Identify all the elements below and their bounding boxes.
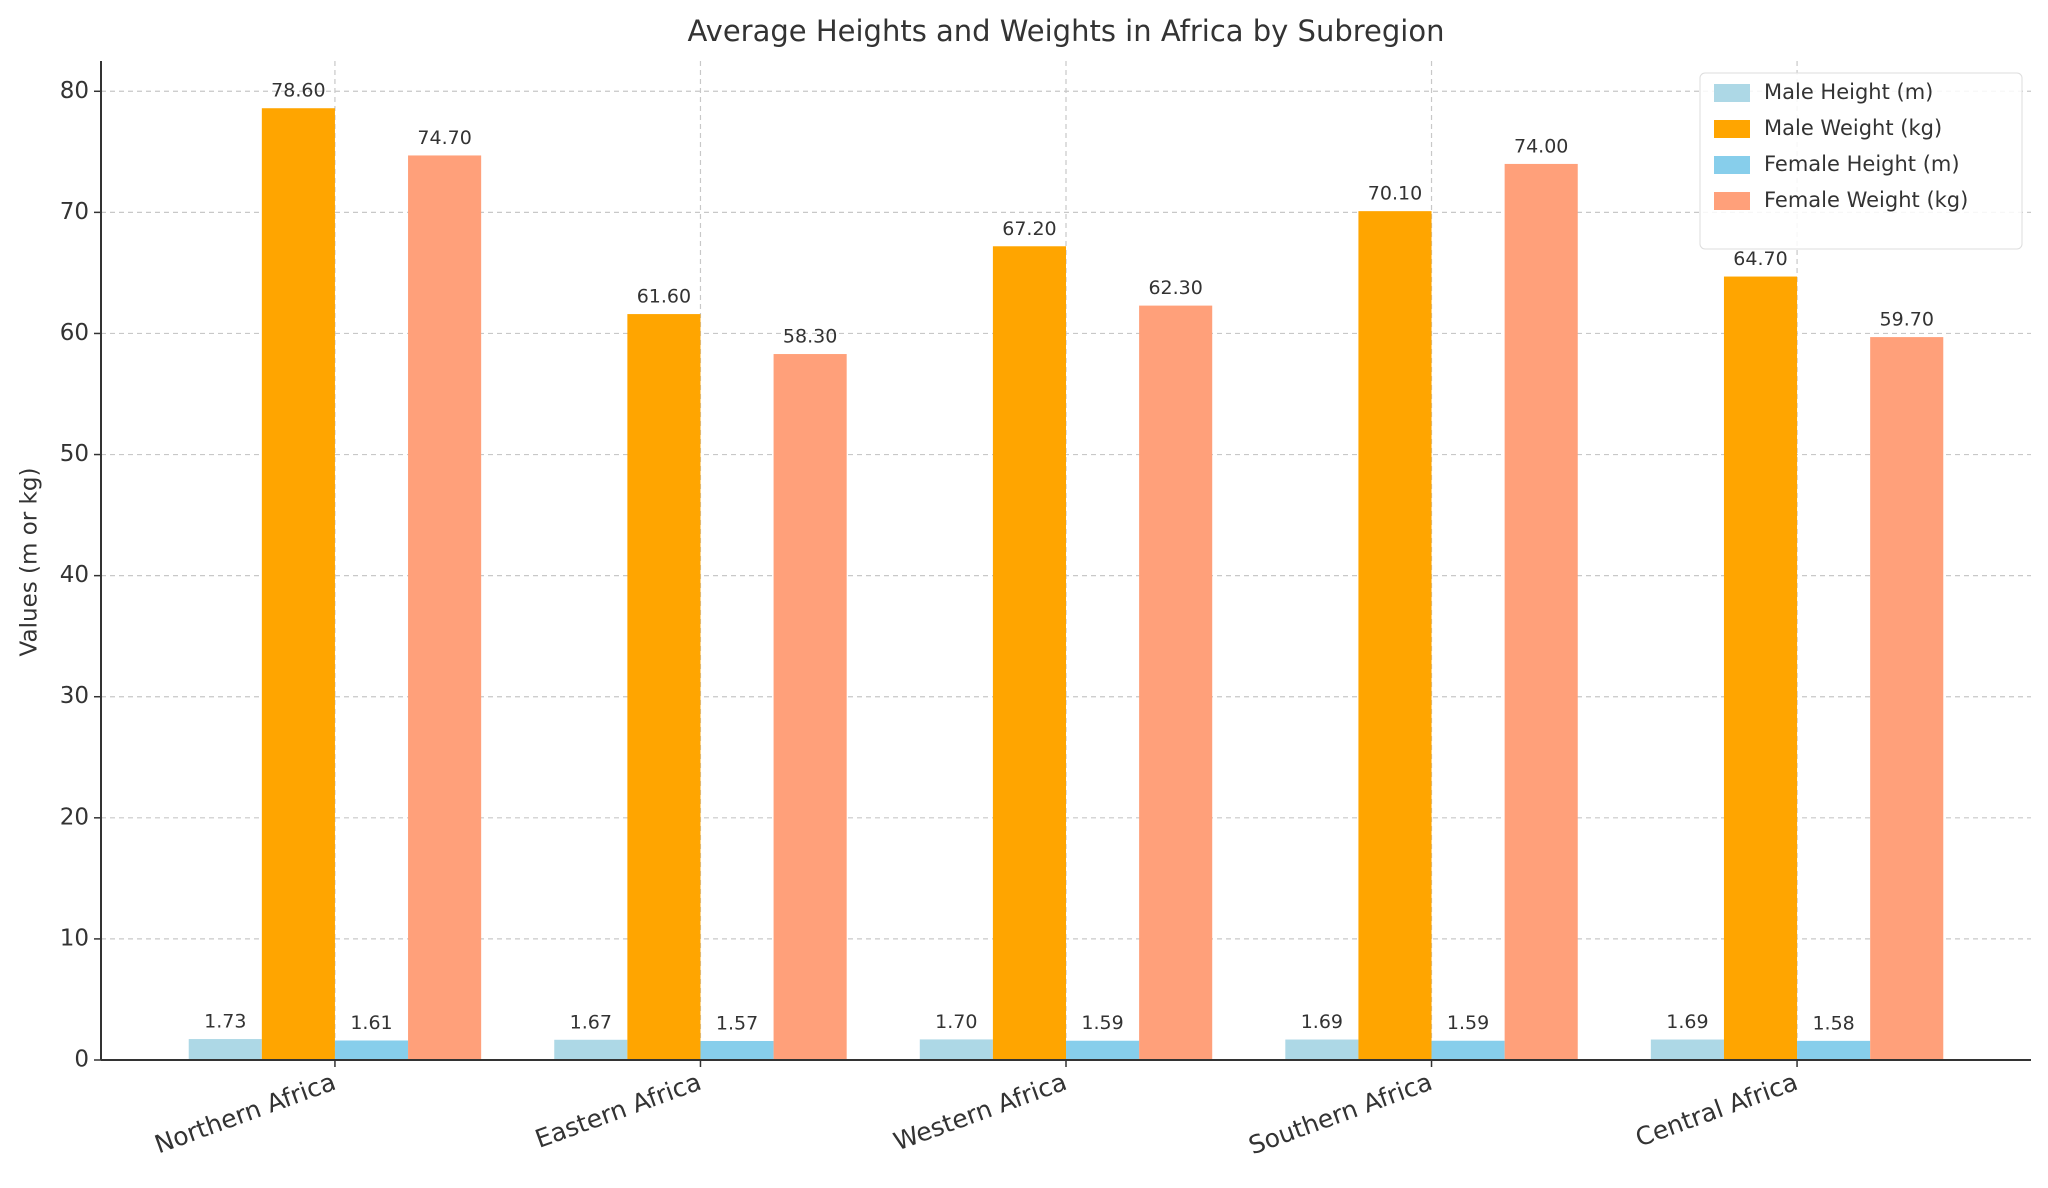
- value-label: 74.00: [1514, 135, 1568, 157]
- bar: [261, 108, 335, 1060]
- value-label: 1.58: [1812, 1012, 1854, 1034]
- value-label: 1.73: [204, 1011, 246, 1033]
- value-label: 70.10: [1368, 183, 1422, 205]
- y-tick-label: 10: [60, 925, 89, 951]
- x-tick-label: Central Africa: [1632, 1067, 1802, 1152]
- y-tick-label: 30: [60, 683, 89, 709]
- x-tick-label: Western Africa: [890, 1067, 1071, 1156]
- value-label: 74.70: [417, 127, 471, 149]
- y-tick-label: 70: [60, 199, 89, 225]
- value-label: 1.61: [350, 1012, 392, 1034]
- x-tick-label: Eastern Africa: [531, 1067, 705, 1154]
- bar: [919, 1039, 993, 1060]
- x-tick-label: Southern Africa: [1245, 1067, 1436, 1160]
- y-tick-label: 50: [60, 441, 89, 467]
- x-tick-label: Northern Africa: [151, 1067, 340, 1159]
- bar: [627, 314, 701, 1061]
- value-label: 61.60: [637, 286, 691, 308]
- bar: [1066, 1040, 1140, 1060]
- value-label: 59.70: [1880, 309, 1934, 331]
- legend-label: Female Height (m): [1764, 152, 1960, 176]
- bar: [1285, 1039, 1359, 1060]
- y-tick-label: 80: [60, 78, 89, 104]
- bar: [1358, 211, 1432, 1061]
- y-axis-label: Values (m or kg): [17, 468, 43, 657]
- bar: [188, 1039, 262, 1060]
- bar: [1870, 337, 1944, 1060]
- value-label: 62.30: [1148, 277, 1202, 299]
- bar: [1723, 276, 1798, 1060]
- bar: [773, 354, 847, 1060]
- bar: [408, 155, 482, 1060]
- bar: [554, 1039, 628, 1060]
- value-label: 1.67: [570, 1011, 612, 1033]
- value-label: 1.69: [1301, 1011, 1343, 1033]
- bar: [1797, 1040, 1871, 1060]
- value-label: 1.59: [1081, 1012, 1123, 1034]
- y-tick-label: 60: [60, 320, 89, 346]
- value-label: 1.69: [1666, 1011, 1708, 1033]
- value-label: 1.70: [935, 1011, 977, 1033]
- legend-swatch: [1714, 192, 1750, 210]
- bar: [700, 1040, 774, 1060]
- value-label: 58.30: [783, 326, 837, 348]
- y-tick-label: 20: [60, 804, 89, 830]
- bar: [1139, 305, 1213, 1060]
- legend-label: Female Weight (kg): [1764, 188, 1968, 212]
- y-tick-label: 40: [60, 562, 89, 588]
- legend-swatch: [1714, 156, 1750, 174]
- legend-label: Male Weight (kg): [1764, 116, 1942, 140]
- chart-title: Average Heights and Weights in Africa by…: [688, 14, 1445, 48]
- legend-box: [1699, 72, 2023, 250]
- value-label: 1.57: [716, 1012, 758, 1034]
- legend-swatch: [1714, 120, 1750, 138]
- value-label: 1.59: [1447, 1012, 1489, 1034]
- bar: [1650, 1039, 1724, 1060]
- bar: [1504, 163, 1578, 1061]
- value-label: 64.70: [1733, 248, 1787, 270]
- value-label: 67.20: [1002, 218, 1056, 240]
- bar: [334, 1040, 409, 1060]
- legend-label: Male Height (m): [1764, 80, 1933, 104]
- legend-swatch: [1714, 84, 1750, 102]
- bar: [1431, 1040, 1505, 1060]
- value-label: 78.60: [271, 80, 325, 102]
- y-tick-label: 0: [74, 1047, 89, 1073]
- bar: [992, 246, 1066, 1060]
